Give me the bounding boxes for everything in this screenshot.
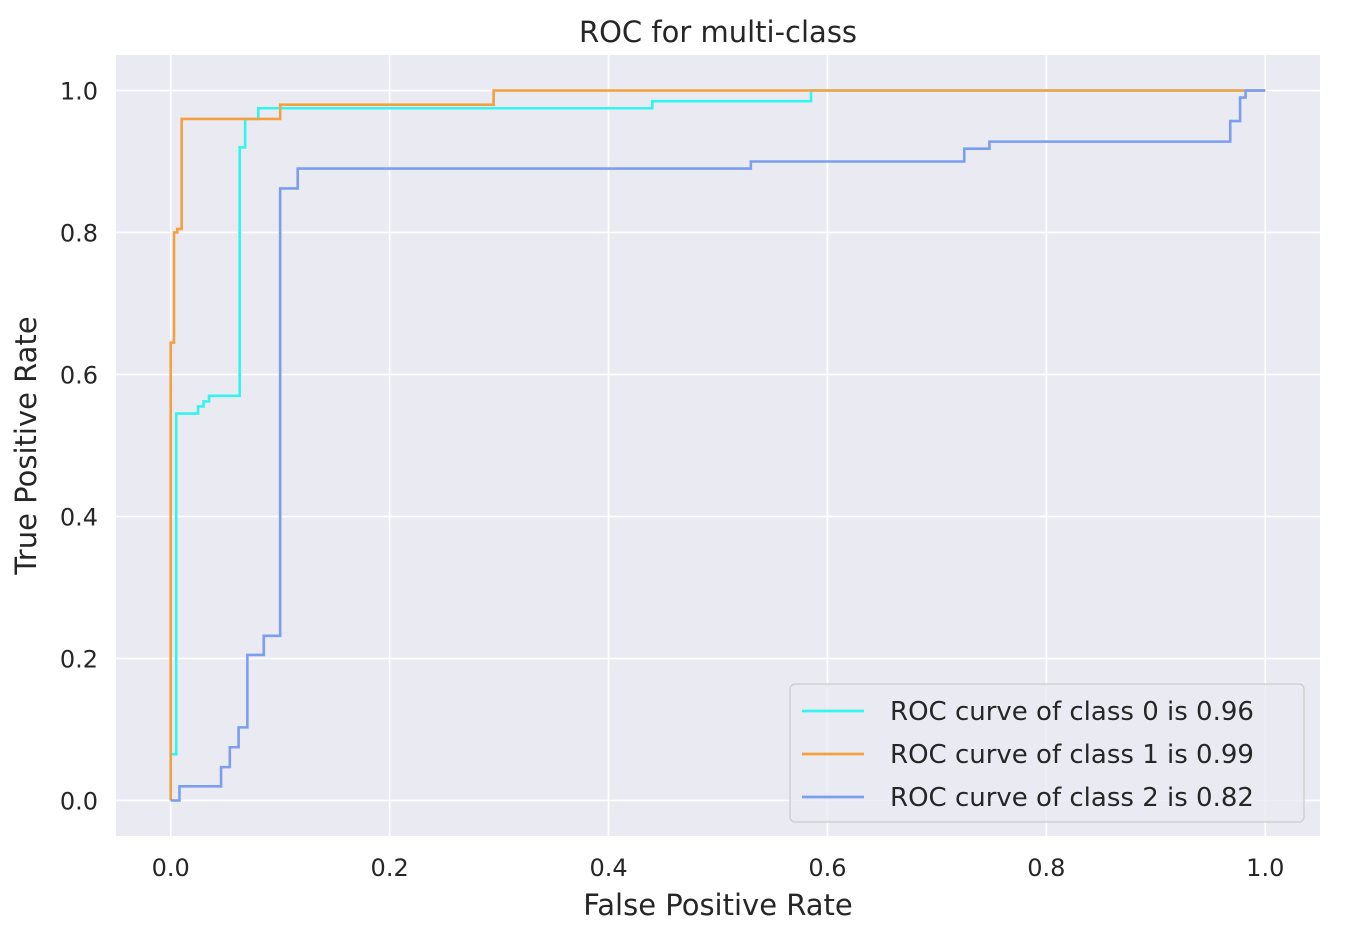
- legend-label-class-0: ROC curve of class 0 is 0.96: [890, 697, 1254, 727]
- y-tick-label: 1.0: [60, 78, 98, 106]
- y-tick-label: 0.6: [60, 362, 98, 390]
- legend-box: [789, 683, 1305, 823]
- legend: ROC curve of class 0 is 0.96 ROC curve of…: [789, 683, 1305, 823]
- x-tick-label: 0.8: [1027, 854, 1065, 882]
- grid: [116, 55, 1320, 836]
- y-tick-label: 0.2: [60, 646, 98, 674]
- legend-label-class-1: ROC curve of class 1 is 0.99: [890, 740, 1254, 770]
- tick-labels: 0.0 0.2 0.4 0.6 0.8 1.0 0.0 0.2 0.4 0.6 0.8 1.0: [60, 78, 1285, 883]
- series-line-class-2: [170, 89, 1266, 802]
- x-tick-label: 0.2: [371, 854, 409, 882]
- y-axis-label: True Positive Rate: [9, 316, 43, 575]
- x-tick-label: 0.4: [589, 854, 627, 882]
- x-tick-label: 0.0: [152, 854, 190, 882]
- chart-title: ROC for multi-class: [579, 15, 857, 49]
- y-tick-label: 0.0: [60, 788, 98, 816]
- series-line-class-1: [169, 89, 1266, 801]
- y-tick-label: 0.8: [60, 220, 98, 248]
- y-tick-label: 0.4: [60, 504, 98, 532]
- x-axis-label: False Positive Rate: [583, 888, 853, 922]
- x-tick-label: 1.0: [1246, 854, 1284, 882]
- series-line-class-0: [169, 89, 1266, 801]
- legend-label-class-2: ROC curve of class 2 is 0.82: [890, 783, 1254, 813]
- series-layer: [169, 89, 1266, 802]
- x-tick-label: 0.6: [808, 854, 846, 882]
